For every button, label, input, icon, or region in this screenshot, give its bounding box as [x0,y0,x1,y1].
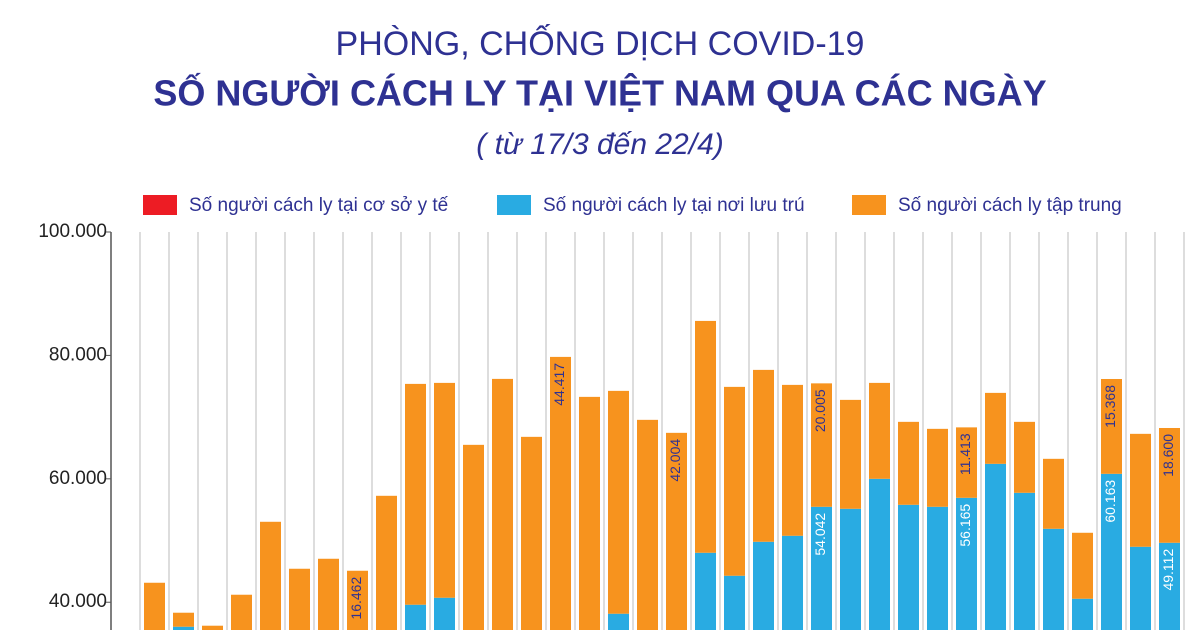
value-label: 11.413 [957,433,973,475]
y-tick-label: 60.000 [49,468,107,489]
bar-segment [405,383,426,605]
bar-segment [695,320,716,553]
bar-segment [463,444,484,630]
bar-segment [608,390,629,614]
bar-segment [840,399,861,509]
bar-segment [376,495,397,630]
value-label: 18.600 [1160,434,1176,477]
bar-segment [1072,598,1093,630]
bar-segment [898,421,919,505]
bar-segment [173,612,194,627]
value-label: 20.005 [812,389,828,432]
legend-label: Số người cách ly tại cơ sở y tế [189,195,449,216]
bar-segment [869,382,890,479]
bar-segment [782,535,803,630]
bar-segment [144,582,165,630]
bar-segment [1072,532,1093,599]
bar-segment [985,392,1006,464]
bar-segment [840,508,861,630]
bar-segment [289,568,310,630]
chart-note: ( từ 17/3 đến 22/4) [476,128,724,161]
bar-segment [1159,427,1180,543]
bar-segment [173,626,194,630]
bar-segment [579,396,600,630]
bar-segment [637,419,658,630]
y-tick-label: 40.000 [49,591,107,612]
bar-segment [260,521,281,630]
bar-segment [1043,458,1064,529]
chart-title: PHÒNG, CHỐNG DỊCH COVID-19 [336,24,865,63]
bar-segment [811,383,832,507]
bar-segment [753,541,774,630]
bar-segment [492,378,513,630]
bar-segment [1130,546,1151,630]
legend-label: Số người cách ly tại nơi lưu trú [543,195,805,216]
bar-segment [608,613,629,630]
bar-segment [1043,528,1064,630]
bar-segment [1014,492,1035,630]
bar-segment [724,575,745,630]
legend-label: Số người cách ly tập trung [898,195,1122,216]
bar-segment [434,382,455,598]
value-label: 44.417 [551,363,567,406]
bar-segment [985,463,1006,630]
bar-segment [434,597,455,630]
y-tick-label: 80.000 [49,344,107,365]
bar-segment [898,504,919,630]
bar-segment [666,432,687,630]
bar-segment [724,386,745,576]
value-label: 54.042 [812,513,828,556]
value-label: 42.004 [667,439,683,482]
bar-segment [550,356,571,630]
value-label: 16.462 [348,577,364,620]
bar-segment [1159,542,1180,630]
bar-segment [521,436,542,630]
value-label: 60.163 [1102,480,1118,523]
bar-segment [695,552,716,630]
legend-swatch [143,195,177,215]
bar-segment [1014,421,1035,493]
value-label: 15.368 [1102,385,1118,428]
chart-subtitle: SỐ NGƯỜI CÁCH LY TẠI VIỆT NAM QUA CÁC NG… [153,72,1046,114]
bar-segment [202,625,223,630]
value-label: 56.165 [957,504,973,547]
bar-segment [782,384,803,536]
bar-segment [927,506,948,630]
legend-swatch [497,195,531,215]
y-tick-label: 100.000 [38,221,107,242]
bar-segment [869,478,890,630]
value-label: 49.112 [1160,549,1176,591]
legend-swatch [852,195,886,215]
bar-segment [1101,473,1122,630]
bar-segment [811,506,832,630]
bar-segment [347,570,368,630]
bar-segment [1130,433,1151,547]
bar-segment [231,594,252,630]
bar-segment [956,427,977,498]
bar-segment [1101,378,1122,474]
bar-segment [956,497,977,630]
bar-segment [318,558,339,630]
bar-segment [927,428,948,507]
bar-segment [405,604,426,630]
bar-segment [753,369,774,542]
